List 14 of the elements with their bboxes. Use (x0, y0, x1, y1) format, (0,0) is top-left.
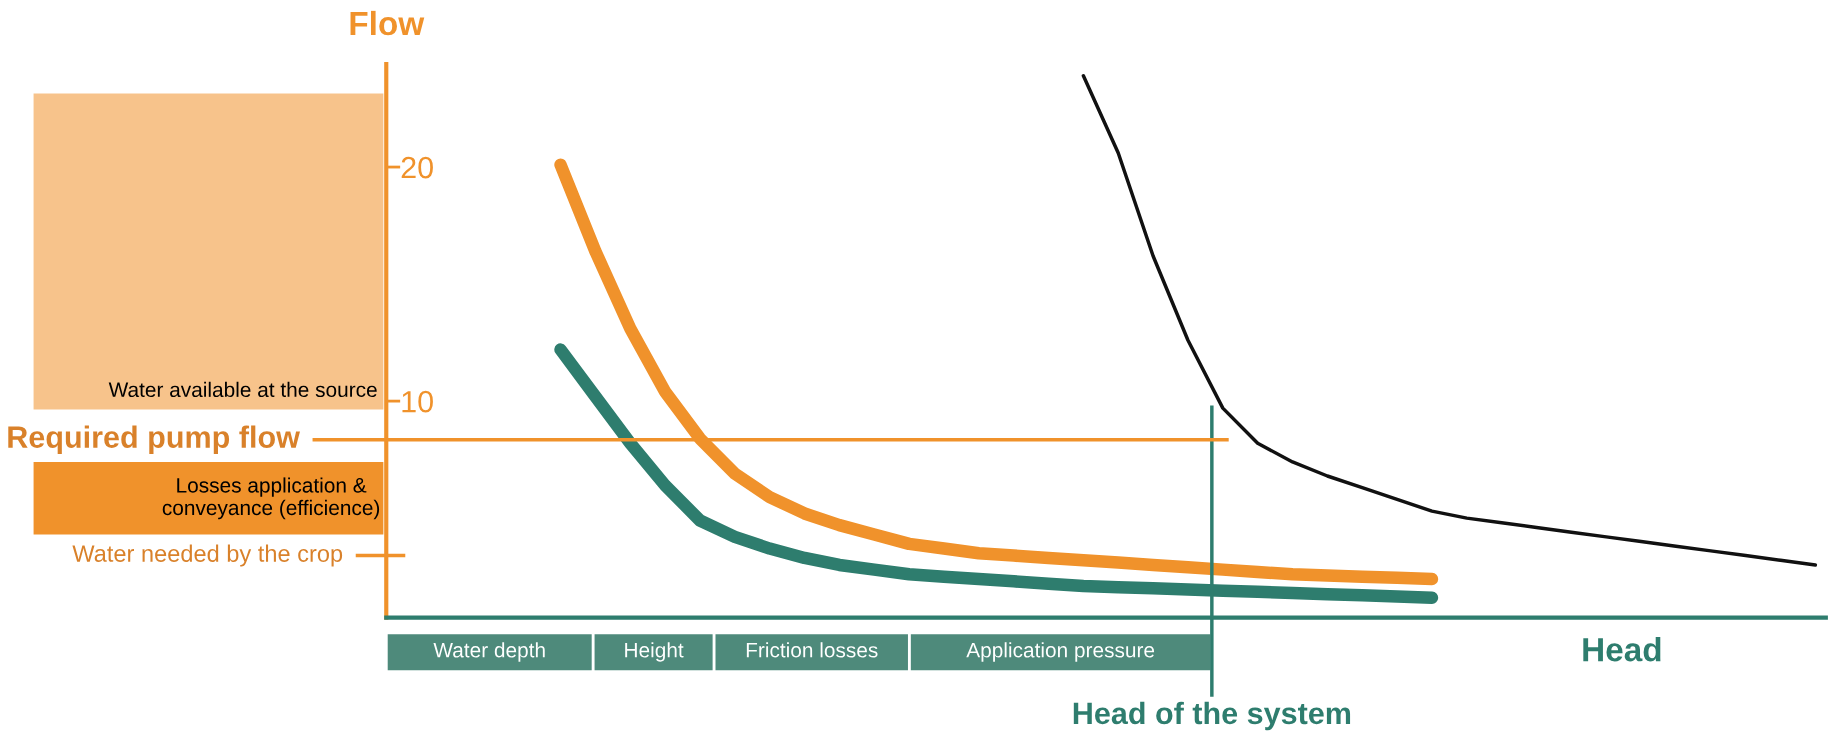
y-tick-label: 10 (402, 390, 433, 413)
text: Friction losses (746, 642, 878, 658)
text: Head of the system (1073, 701, 1351, 731)
text: Height (625, 642, 684, 662)
y-tick-label: 20 (401, 156, 433, 179)
text: Water available at the source (108, 381, 377, 398)
y-axis-title: Flow (350, 10, 425, 36)
ref-line-label: Water needed by the crop (72, 544, 343, 567)
x-axis-title: Head (1583, 636, 1661, 662)
text: Application pressure (966, 642, 1155, 662)
line-series (1081, 74, 1818, 567)
text: Water depth (433, 642, 545, 662)
ref-line-label: Required pump flow (8, 425, 300, 454)
text: Losses application & conveyance (efficience) (162, 477, 380, 520)
